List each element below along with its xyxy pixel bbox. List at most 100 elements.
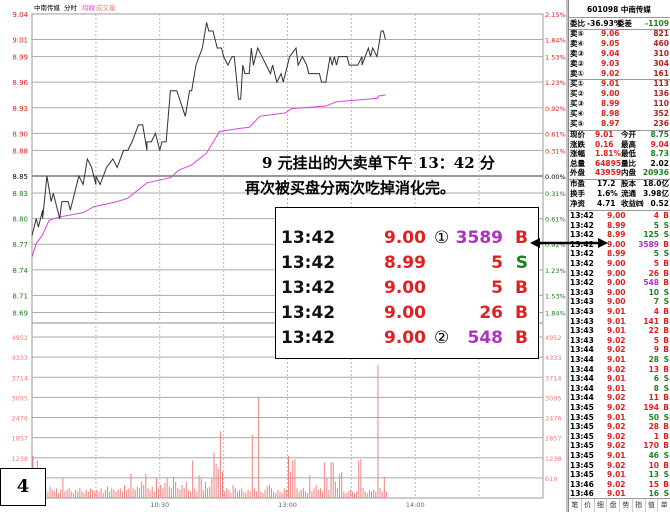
- price-tick-label: 8.90: [12, 130, 28, 138]
- tick-volume: 16: [648, 489, 659, 499]
- tick-side: B: [663, 326, 669, 336]
- fundamental-row: 净资 4.71 收益㈣ 0.52: [569, 199, 670, 209]
- tick-time: 13:43: [570, 326, 594, 336]
- tick-volume: 8: [653, 383, 659, 393]
- pct-tick-label: 0.31%: [545, 190, 566, 198]
- tick-price: 9.02: [607, 422, 626, 432]
- tick-time: 13:42: [570, 239, 594, 249]
- trade-side: B: [515, 278, 528, 298]
- divider: [569, 130, 670, 131]
- panel-tab[interactable]: 指: [633, 499, 646, 512]
- tick-row: 13:45 9.01 13 S: [569, 470, 670, 480]
- bid-volume: 136: [653, 89, 669, 98]
- trade-row: 13:42 9.00 5 B: [276, 276, 538, 301]
- fund-value: 4.71: [597, 199, 616, 208]
- price-tick-label: 8.80: [12, 216, 28, 224]
- trade-volume: 3589: [455, 228, 503, 248]
- tick-time: 13:45: [570, 470, 594, 480]
- bid-volume: 352: [653, 109, 669, 118]
- tick-price: 9.00: [607, 297, 626, 307]
- ask-volume: 460: [653, 39, 669, 48]
- tick-volume: 22: [648, 326, 659, 336]
- panel-tab[interactable]: 单: [658, 499, 670, 512]
- fund-label: 净资: [570, 199, 585, 208]
- panel-tab[interactable]: 价: [582, 499, 595, 512]
- ask-price: 9.05: [601, 39, 620, 48]
- tick-time: 13:45: [570, 451, 594, 460]
- pct-tick-label: 0.00%: [545, 173, 566, 181]
- tick-side: B: [663, 259, 669, 268]
- stat-label: 现价: [570, 130, 585, 139]
- figure-number: 4: [0, 468, 46, 506]
- stat-value: 43959: [595, 168, 622, 178]
- ask-volume: 304: [653, 59, 669, 68]
- fund-value: 1.6%: [597, 189, 618, 198]
- panel-tab[interactable]: 盘: [607, 499, 620, 512]
- time-tick-label: 10:30: [150, 501, 169, 509]
- tick-row: 13:46 9.02 15 B: [569, 480, 670, 490]
- tick-time: 13:44: [570, 355, 594, 364]
- price-line: [31, 22, 386, 236]
- tick-time: 13:42: [570, 268, 594, 278]
- tick-time: 13:45: [570, 422, 594, 432]
- pct-tick-label: 1.23%: [545, 79, 566, 87]
- tick-time: 13:42: [570, 220, 594, 230]
- price-tick-label: 9.01: [12, 37, 28, 45]
- pct-tick-label: 0.61%: [545, 216, 566, 224]
- volume-tick-label-right: 3714: [545, 374, 562, 382]
- tick-row: 13:43 9.00 7 S: [569, 297, 670, 307]
- tick-side: B: [663, 431, 669, 441]
- order-diff-value: -1109: [645, 19, 669, 28]
- tick-volume: 7: [653, 297, 659, 307]
- trade-row: 13:42 9.00 ① 3589 B: [276, 226, 538, 251]
- tick-row: 13:42 9.00 26 B: [569, 269, 670, 279]
- trade-row: 13:42 9.00 ② 548 B: [276, 326, 538, 351]
- tick-price: 9.02: [607, 335, 626, 345]
- divider: [569, 17, 670, 18]
- time-tick-label: 14:00: [406, 501, 425, 509]
- trade-side: B: [515, 303, 528, 323]
- ask-row: 卖② 9.03 304: [569, 59, 670, 69]
- tick-row: 13:42 8.99 5 S: [569, 221, 670, 231]
- trade-time: 13:42: [281, 303, 336, 323]
- tick-volume: 548: [643, 278, 659, 288]
- tick-row: 13:45 9.01 46 S: [569, 451, 670, 461]
- tick-volume: 170: [643, 441, 659, 451]
- bid-price: 9.00: [601, 89, 620, 98]
- tick-time: 13:42: [570, 278, 594, 288]
- tick-row: 13:45 9.02 28 B: [569, 422, 670, 432]
- tick-side: S: [663, 230, 669, 240]
- tick-row: 13:43 9.01 22 B: [569, 326, 670, 336]
- bid-row: 买③ 8.99 110: [569, 99, 670, 109]
- tick-row: 13:42 9.00 3589 B: [569, 240, 670, 250]
- tick-row: 13:44 9.01 6 S: [569, 374, 670, 384]
- volume-tick-label: 1857: [11, 435, 28, 443]
- fund-label: 流通: [621, 189, 636, 198]
- divider: [569, 29, 670, 30]
- panel-tab[interactable]: 势: [620, 499, 633, 512]
- price-tick-label: 8.96: [12, 79, 28, 87]
- panel-tab[interactable]: 值: [646, 499, 659, 512]
- panel-tab[interactable]: 笔: [569, 499, 582, 512]
- tick-time: 13:45: [570, 431, 594, 441]
- volume-tick-label-right: 2476: [545, 415, 562, 423]
- tick-side: S: [663, 383, 669, 393]
- tick-side: B: [663, 364, 669, 374]
- tick-row: 13:45 9.02 1 B: [569, 432, 670, 442]
- fund-value: 3.98亿: [642, 189, 669, 198]
- tick-row: 13:45 9.02 194 B: [569, 403, 670, 413]
- panel-tab[interactable]: 细: [595, 499, 608, 512]
- fund-label: 收益㈣: [621, 199, 644, 208]
- tick-row: 13:44 9.01 28 S: [569, 355, 670, 365]
- stat-label: 外盘: [570, 168, 585, 178]
- trade-price: 9.00: [384, 278, 426, 298]
- stat-value: 8.75: [650, 130, 669, 139]
- pct-tick-label: 1.53%: [545, 292, 566, 300]
- tick-volume: 6: [653, 374, 659, 384]
- tick-price: 9.01: [607, 489, 626, 499]
- tick-volume: 1: [653, 431, 659, 441]
- stat-label: 最低: [621, 149, 636, 159]
- avg-line-legend: 均線: [82, 3, 96, 12]
- tick-time: 13:42: [570, 211, 594, 220]
- volume-tick-label: 4333: [11, 354, 28, 362]
